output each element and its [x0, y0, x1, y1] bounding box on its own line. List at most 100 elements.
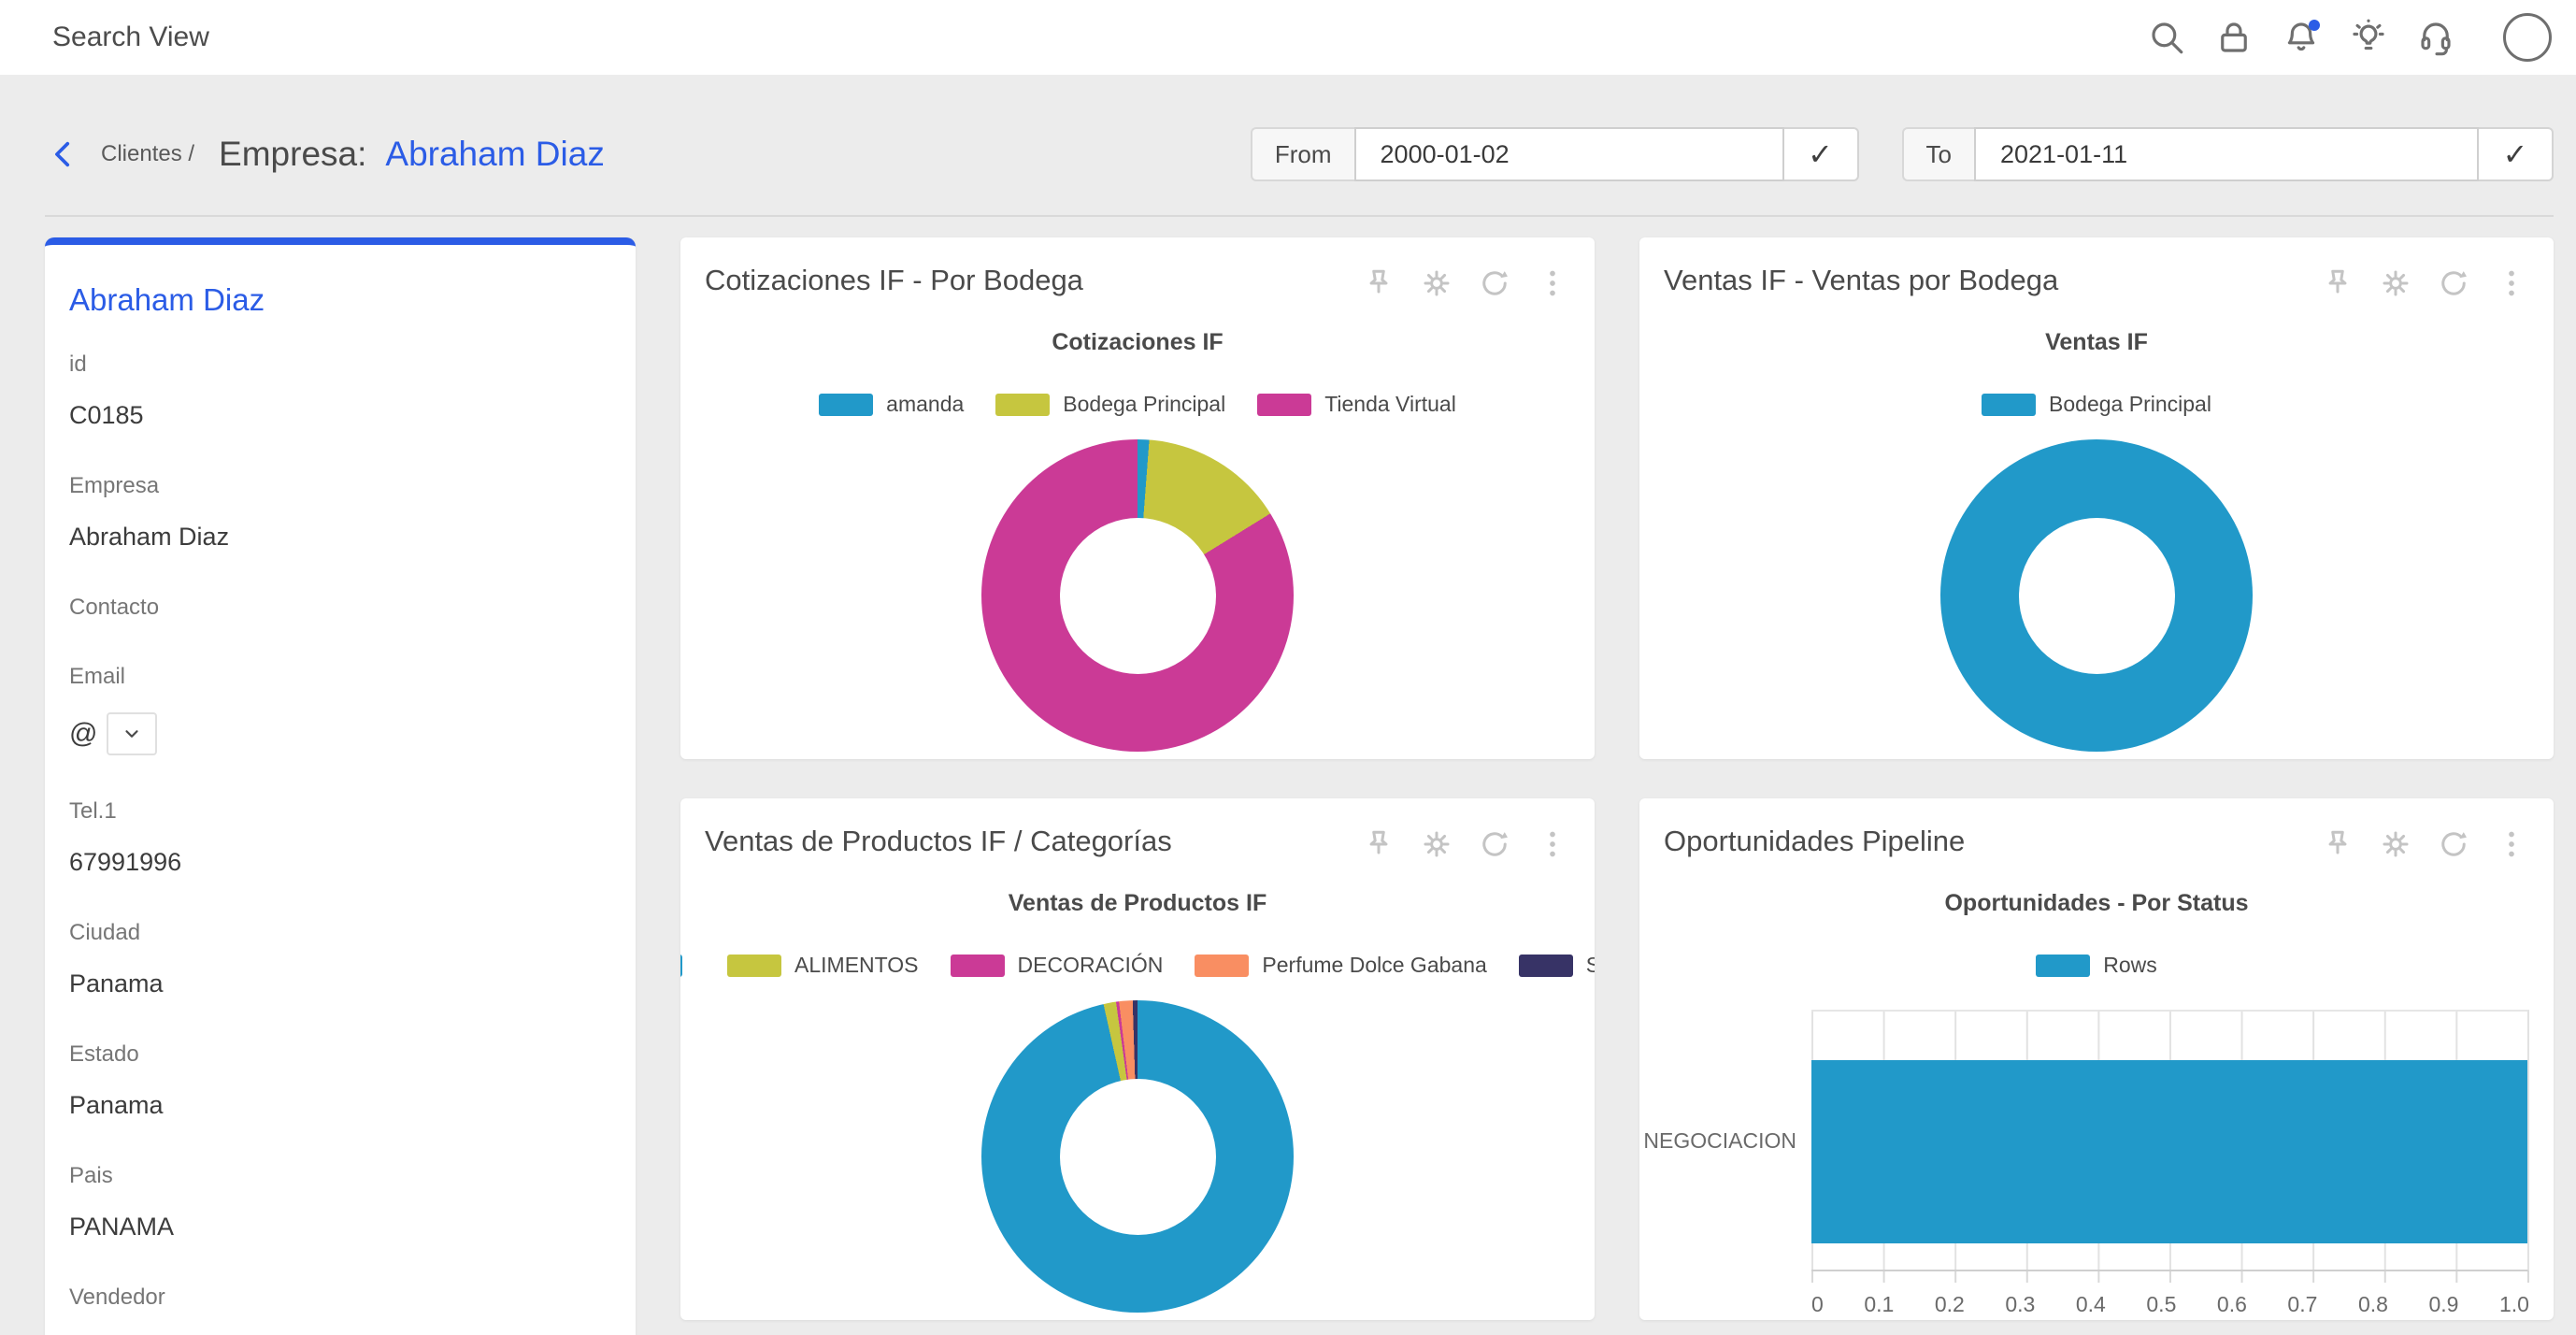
bar-chart: NEGOCIACION 0 0.1 0.2 0.3 0.4 0.5 0.6 0.7 0.8 0.9…: [1643, 1010, 2529, 1317]
x-tick-label: 0.6: [2216, 1292, 2247, 1316]
pin-button[interactable]: [2320, 826, 2355, 862]
x-tick-label: 0.5: [2146, 1292, 2177, 1316]
legend-item[interactable]: Tienda Virtual: [1257, 392, 1456, 417]
legend-swatch: [727, 954, 782, 977]
kebab-icon: [2509, 831, 2514, 857]
donut-chart[interactable]: [981, 1000, 1294, 1313]
more-button[interactable]: [2494, 266, 2529, 301]
kebab-icon: [1550, 270, 1555, 296]
avatar[interactable]: [2503, 13, 2552, 62]
field-id: id C0185: [69, 352, 611, 430]
from-date-input[interactable]: [1353, 127, 1784, 181]
legend-label: Shoes: [1585, 953, 1595, 977]
to-date-group: To ✓: [1901, 127, 2554, 181]
legend-swatch: [1982, 393, 2037, 416]
legend-item[interactable]: Shoes: [1518, 953, 1595, 978]
pin-button[interactable]: [1361, 826, 1396, 862]
card-title: Oportunidades Pipeline: [1664, 825, 1966, 857]
record-title-link[interactable]: Abraham Diaz: [69, 282, 265, 317]
field-label: Tel.1: [69, 798, 117, 824]
lightbulb-icon[interactable]: [2348, 17, 2389, 58]
donut-chart[interactable]: [1940, 439, 2253, 752]
legend-item[interactable]: Rows: [2036, 953, 2157, 978]
settings-button[interactable]: [2378, 266, 2413, 301]
more-button[interactable]: [1535, 266, 1570, 301]
from-date-group: From ✓: [1250, 127, 1859, 181]
gear-icon: [1424, 270, 1450, 296]
more-button[interactable]: [1535, 826, 1570, 862]
legend-item[interactable]: Perfume Dolce Gabana: [1195, 953, 1487, 978]
date-filters: From ✓ To ✓: [1250, 127, 2554, 181]
field-value: Abraham Diaz: [69, 523, 230, 551]
axis-ticks: [1811, 1271, 2529, 1283]
chart-title: Cotizaciones IF: [1052, 329, 1224, 355]
more-button[interactable]: [2494, 826, 2529, 862]
legend-item[interactable]: amanda: [819, 392, 964, 417]
to-label: To: [1901, 127, 1974, 181]
pin-button[interactable]: [1361, 266, 1396, 301]
pin-button[interactable]: [2320, 266, 2355, 301]
legend: ALIMENTOS DECORACIÓN Perfume Dolce Gabana S…: [680, 953, 1595, 978]
legend-swatch: [1257, 393, 1312, 416]
header-divider: [45, 215, 2554, 217]
field-label: Email: [69, 664, 126, 689]
lock-icon[interactable]: [2213, 17, 2254, 58]
field-pais: Pais PANAMA: [69, 1163, 611, 1242]
legend-label: Perfume Dolce Gabana: [1262, 953, 1487, 977]
back-button[interactable]: [45, 136, 82, 173]
refresh-button[interactable]: [1477, 266, 1512, 301]
refresh-button[interactable]: [2436, 826, 2471, 862]
topbar: Search View: [0, 0, 2576, 75]
legend-label: Bodega Principal: [1063, 392, 1226, 416]
kebab-icon: [2509, 270, 2514, 296]
field-vendedor: Vendedor: [69, 1285, 611, 1311]
search-icon[interactable]: [2146, 17, 2187, 58]
settings-button[interactable]: [1419, 266, 1454, 301]
main: Abraham Diaz id C0185 Empresa Abraham Di…: [45, 237, 2554, 1335]
field-tel1: Tel.1 67991996: [69, 798, 611, 877]
refresh-button[interactable]: [1477, 826, 1512, 862]
support-icon[interactable]: [2415, 17, 2456, 58]
field-label: Vendedor: [69, 1285, 165, 1310]
bar-plot[interactable]: [1811, 1010, 2529, 1271]
card-title: Cotizaciones IF - Por Bodega: [705, 264, 1083, 296]
card-ventas-bodega: Ventas IF - Ventas por Bodega Ventas IF …: [1639, 237, 2554, 759]
field-contacto: Contacto: [69, 595, 611, 621]
check-icon: ✓: [2502, 137, 2528, 171]
legend-label: DECORACIÓN: [1017, 953, 1164, 977]
field-ciudad: Ciudad Panama: [69, 920, 611, 998]
x-tick-label: 0.4: [2075, 1292, 2106, 1316]
refresh-icon: [1482, 271, 1508, 295]
donut-chart[interactable]: [981, 439, 1294, 752]
to-apply-button[interactable]: ✓: [2479, 127, 2554, 181]
email-domain-select[interactable]: [107, 712, 158, 755]
field-value: 67991996: [69, 848, 182, 876]
legend: Rows: [2036, 953, 2157, 978]
breadcrumb: Clientes / Empresa: Abraham Diaz: [45, 135, 605, 174]
chart-title: Ventas IF: [2045, 329, 2148, 355]
card-oportunidades: Oportunidades Pipeline Oportunidades - P…: [1639, 798, 2554, 1320]
legend-item[interactable]: Bodega Principal: [995, 392, 1225, 417]
settings-button[interactable]: [2378, 826, 2413, 862]
legend-label: Bodega Principal: [2049, 392, 2211, 416]
legend-item[interactable]: ALIMENTOS: [727, 953, 919, 978]
x-tick-label: 0.3: [2005, 1292, 2036, 1316]
breadcrumb-record-link[interactable]: Abraham Diaz: [385, 135, 605, 173]
breadcrumb-parent[interactable]: Clientes /: [101, 141, 195, 166]
header-row: Clientes / Empresa: Abraham Diaz From ✓ …: [45, 118, 2554, 191]
to-date-input[interactable]: [1974, 127, 2479, 181]
x-tick-label: 0.9: [2428, 1292, 2459, 1316]
bar[interactable]: [1811, 1060, 2527, 1244]
category-label: NEGOCIACION: [1643, 1127, 1796, 1153]
legend-item[interactable]: DECORACIÓN: [950, 953, 1164, 978]
legend-item[interactable]: Bodega Principal: [1982, 392, 2211, 417]
refresh-button[interactable]: [2436, 266, 2471, 301]
bell-icon[interactable]: [2281, 17, 2322, 58]
legend-label: ALIMENTOS: [794, 953, 919, 977]
refresh-icon: [2441, 271, 2467, 295]
field-estado: Estado Panama: [69, 1041, 611, 1120]
legend-item[interactable]: [680, 954, 695, 977]
record-panel: Abraham Diaz id C0185 Empresa Abraham Di…: [45, 237, 636, 1335]
settings-button[interactable]: [1419, 826, 1454, 862]
from-apply-button[interactable]: ✓: [1783, 127, 1859, 181]
